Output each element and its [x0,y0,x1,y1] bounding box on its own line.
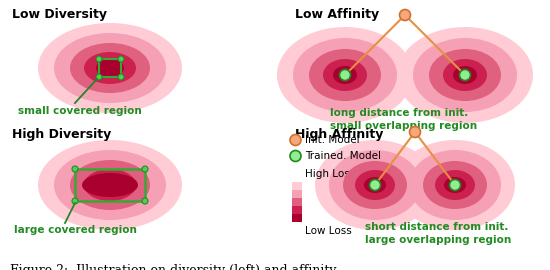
Ellipse shape [38,23,182,113]
Circle shape [339,69,350,80]
Text: Init. Model: Init. Model [305,135,360,145]
Ellipse shape [343,161,407,209]
Ellipse shape [453,66,477,84]
Text: short distance from init.: short distance from init. [365,222,508,232]
Text: High Diversity: High Diversity [12,128,111,141]
Ellipse shape [70,160,150,210]
Text: Low Loss: Low Loss [305,226,352,236]
Ellipse shape [423,161,487,209]
Text: Low Diversity: Low Diversity [12,8,107,21]
Ellipse shape [84,52,136,84]
Circle shape [410,127,421,137]
Circle shape [96,56,102,62]
Ellipse shape [82,173,138,197]
Ellipse shape [409,150,501,220]
Ellipse shape [293,38,397,112]
Circle shape [290,134,301,146]
Circle shape [72,166,78,172]
Ellipse shape [444,177,466,193]
Text: small overlapping region: small overlapping region [330,121,477,131]
Text: Low Affinity: Low Affinity [295,8,379,21]
Ellipse shape [413,38,517,112]
Ellipse shape [54,33,166,103]
Text: long distance from init.: long distance from init. [330,108,468,118]
Text: High Loss: High Loss [305,169,355,179]
Bar [292,182,301,190]
Ellipse shape [435,170,475,200]
Ellipse shape [443,59,487,91]
Bar [292,214,301,222]
Ellipse shape [54,150,166,220]
Ellipse shape [429,49,501,101]
Ellipse shape [96,59,124,77]
Circle shape [142,198,148,204]
Text: High Affinity: High Affinity [295,128,383,141]
Circle shape [370,180,381,191]
Bar [292,198,301,206]
Circle shape [118,74,124,80]
Text: Trained. Model: Trained. Model [305,151,381,161]
Ellipse shape [333,66,357,84]
Circle shape [118,56,124,62]
Ellipse shape [397,27,533,123]
Ellipse shape [364,177,386,193]
Circle shape [399,9,410,21]
Ellipse shape [315,140,435,230]
Text: Figure 2:  Illustration on diversity (left) and affinity: Figure 2: Illustration on diversity (lef… [10,264,337,270]
Circle shape [459,69,470,80]
Bar [292,190,301,198]
Text: large overlapping region: large overlapping region [365,235,512,245]
Text: small covered region: small covered region [18,106,142,116]
Circle shape [142,166,148,172]
Ellipse shape [329,150,421,220]
Bar [292,206,301,214]
Text: large covered region: large covered region [14,225,137,235]
Circle shape [72,198,78,204]
Ellipse shape [355,170,395,200]
Ellipse shape [395,140,515,230]
Circle shape [96,74,102,80]
Ellipse shape [323,59,367,91]
Ellipse shape [309,49,381,101]
Circle shape [449,180,460,191]
Ellipse shape [277,27,413,123]
Ellipse shape [84,169,136,201]
Ellipse shape [96,176,124,194]
Ellipse shape [70,43,150,93]
Circle shape [290,150,301,161]
Ellipse shape [38,140,182,230]
